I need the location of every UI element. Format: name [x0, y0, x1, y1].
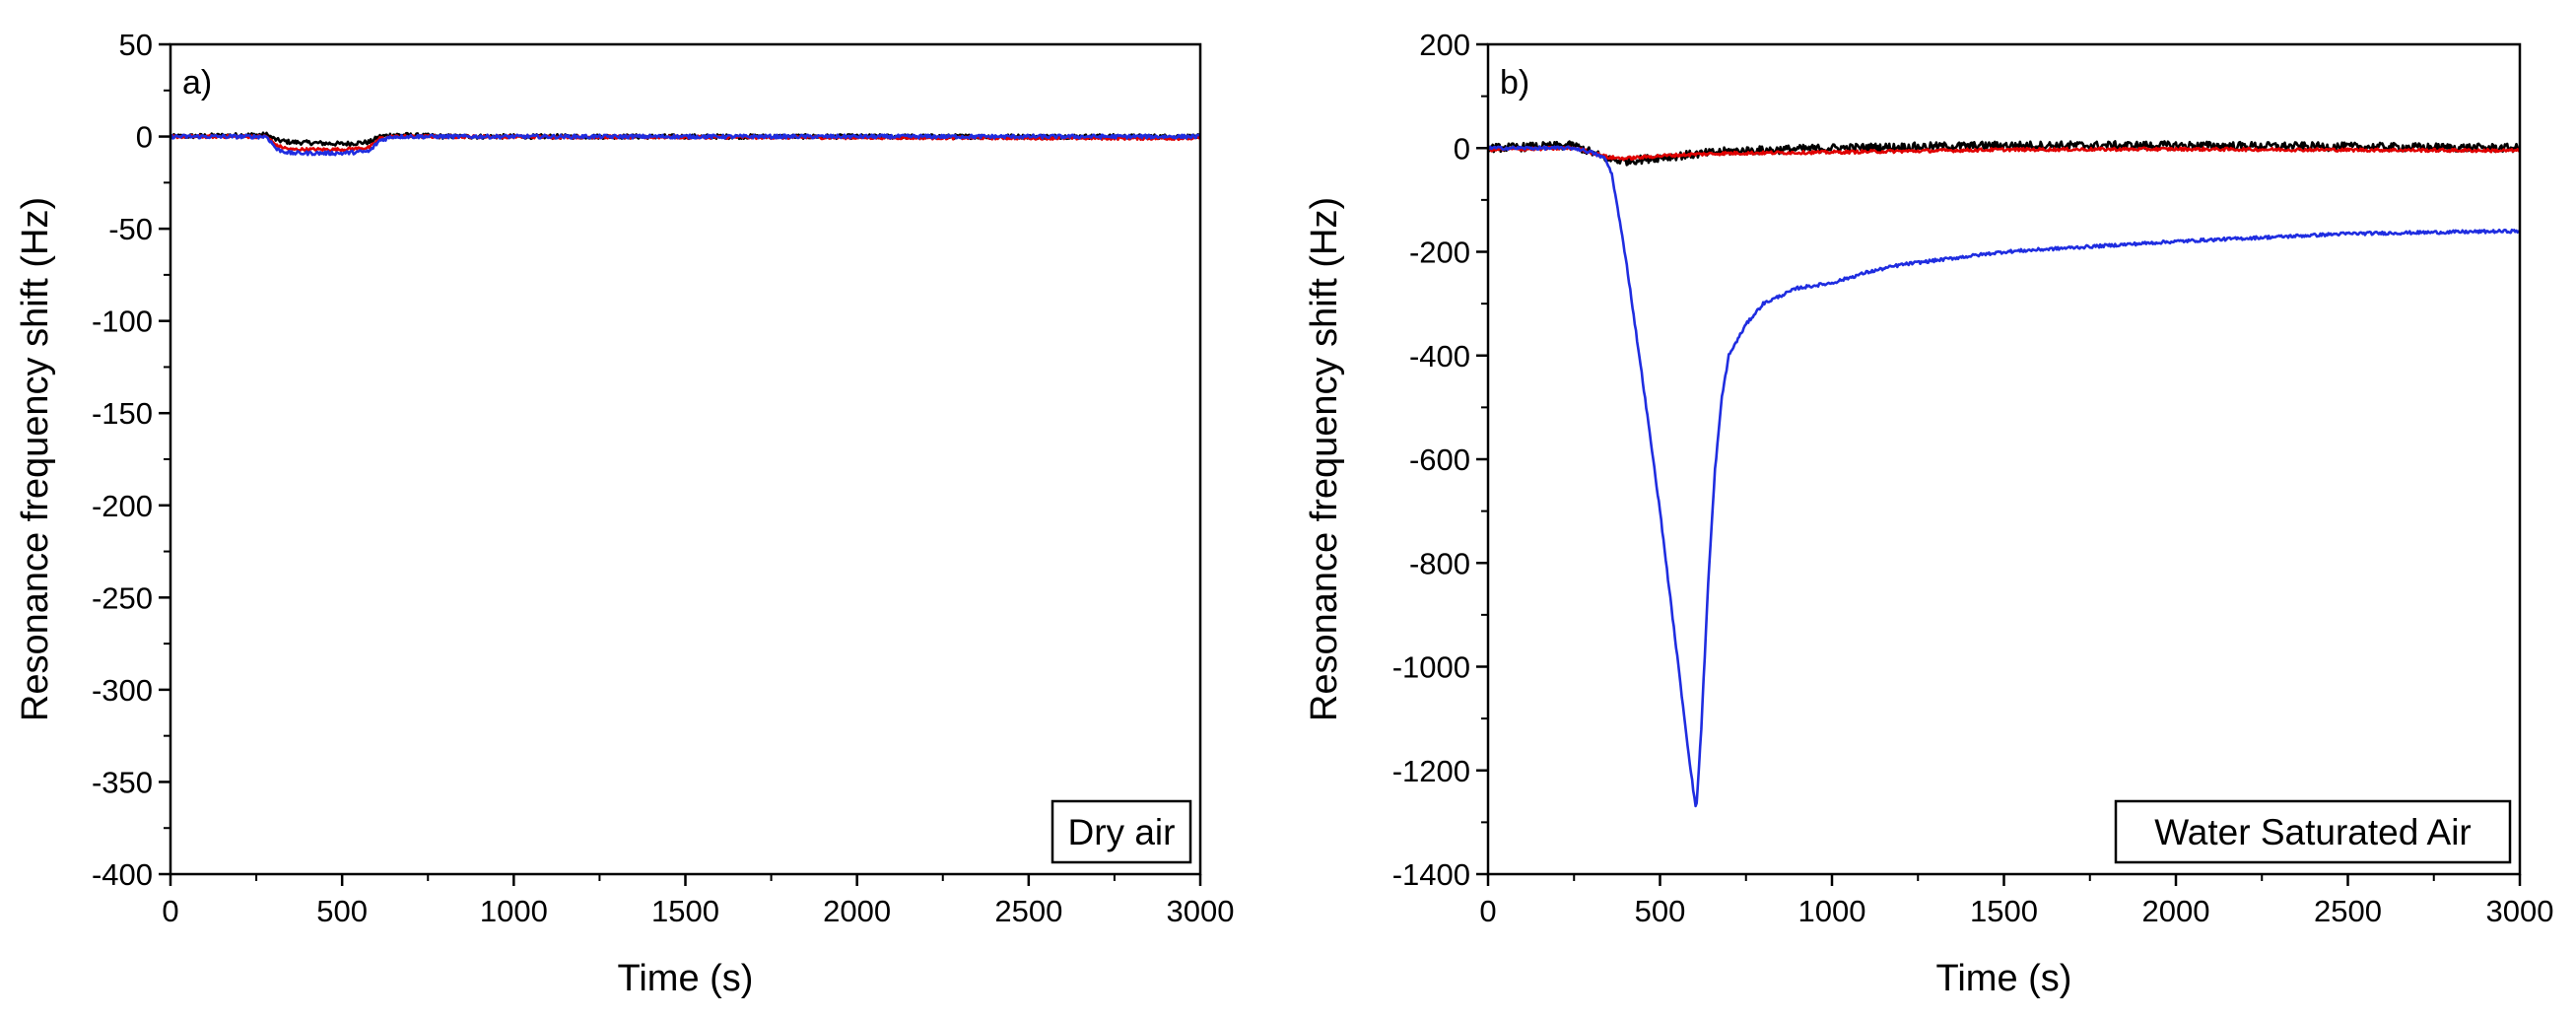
x-tick-label: 500 — [316, 894, 368, 928]
x-tick-label: 3000 — [1167, 894, 1235, 928]
y-tick-label: 0 — [136, 120, 153, 155]
y-tick-label: 50 — [119, 28, 153, 62]
y-tick-label: -350 — [92, 765, 153, 799]
x-tick-label: 2500 — [2314, 894, 2382, 928]
series-line-black — [1488, 140, 2520, 167]
x-tick-label: 500 — [1635, 894, 1686, 928]
condition-label: Dry air — [1068, 812, 1176, 852]
panel-label: b) — [1500, 64, 1529, 102]
y-tick-label: 0 — [1454, 131, 1470, 166]
series-line-blue — [170, 133, 1200, 157]
y-tick-label: -100 — [92, 305, 153, 339]
x-axis-title: Time (s) — [1936, 958, 2072, 999]
condition-label: Water Saturated Air — [2154, 812, 2472, 852]
x-tick-label: 2000 — [2142, 894, 2210, 928]
y-tick-label: 200 — [1419, 28, 1470, 62]
y-tick-label: -200 — [1409, 236, 1470, 270]
x-tick-label: 1000 — [1798, 894, 1866, 928]
series-line-red — [1488, 145, 2520, 162]
x-tick-label: 2000 — [823, 894, 891, 928]
y-tick-label: -200 — [92, 489, 153, 523]
y-tick-label: -1200 — [1392, 754, 1470, 788]
y-tick-label: -400 — [92, 857, 153, 892]
y-axis-title: Resonance frequency shift (Hz) — [1304, 197, 1345, 721]
x-axis-title: Time (s) — [618, 958, 754, 999]
y-tick-label: -1000 — [1392, 650, 1470, 685]
y-tick-label: -50 — [108, 212, 153, 246]
x-tick-label: 1500 — [651, 894, 719, 928]
condition-label-box — [2114, 799, 2512, 864]
y-tick-label: -300 — [92, 673, 153, 708]
x-tick-label: 1000 — [480, 894, 548, 928]
series-line-blue — [1488, 145, 2520, 808]
plot-frame — [169, 42, 1202, 876]
y-tick-label: -250 — [92, 580, 153, 615]
y-tick-label: -600 — [1409, 442, 1470, 477]
x-tick-label: 0 — [1479, 894, 1496, 928]
x-tick-label: 3000 — [2486, 894, 2554, 928]
x-tick-label: 0 — [162, 894, 178, 928]
y-axis-title: Resonance frequency shift (Hz) — [15, 197, 56, 721]
y-tick-label: -150 — [92, 396, 153, 431]
chart-panel-2: 0 500 1000 1500 2000 2500 30002000-200-400-600… — [1304, 28, 2553, 999]
x-tick-label: 1500 — [1970, 894, 2038, 928]
panel-label: a) — [182, 64, 212, 102]
chart-panel-1: 0 500 1000 1500 2000 2500 3000500-50-100-150-2… — [15, 28, 1234, 999]
y-tick-label: -1400 — [1392, 857, 1470, 892]
y-tick-label: -400 — [1409, 339, 1470, 374]
condition-label-box — [1051, 799, 1192, 864]
plot-frame — [1486, 42, 2522, 876]
x-tick-label: 2500 — [994, 894, 1062, 928]
y-tick-label: -800 — [1409, 546, 1470, 580]
